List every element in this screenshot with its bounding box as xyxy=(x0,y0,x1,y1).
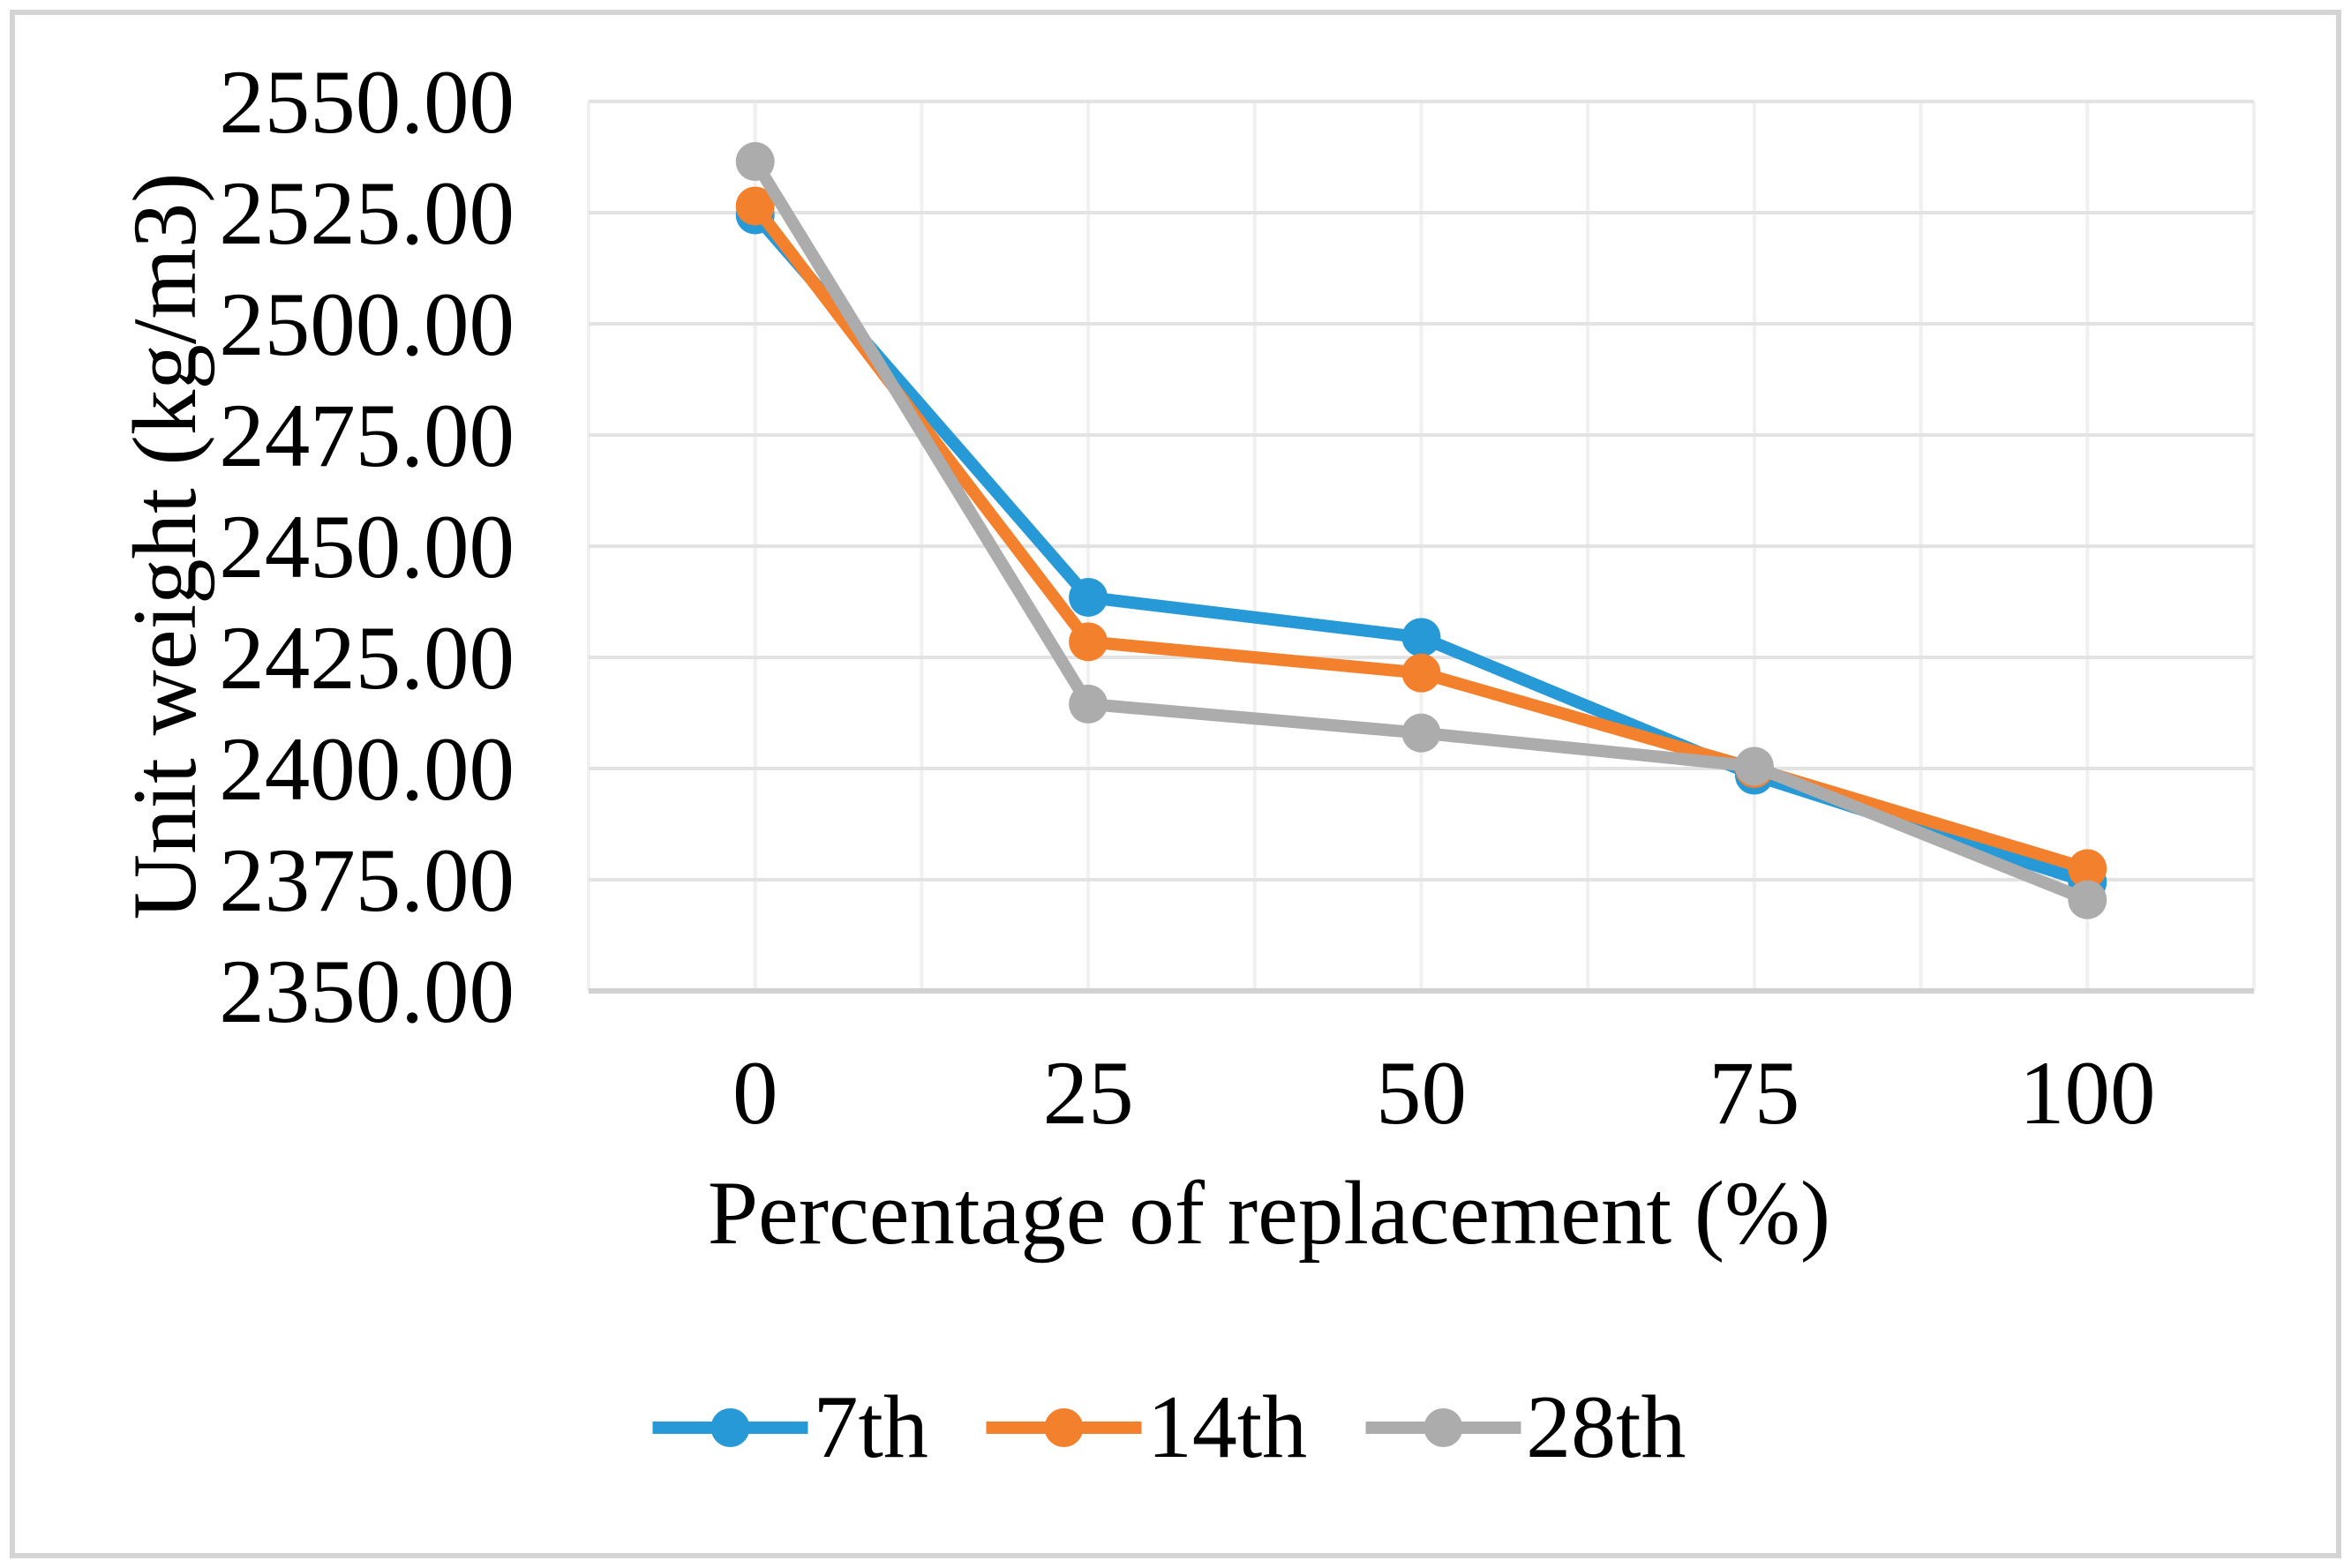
x-axis-title: Percentage of replacement (%) xyxy=(707,1163,1831,1264)
data-point-14th-x50 xyxy=(1401,653,1441,693)
legend-item: 7th xyxy=(652,1376,928,1480)
data-point-28th-x75 xyxy=(1734,746,1774,786)
data-point-14th-x100 xyxy=(2068,849,2107,889)
data-point-14th-x25 xyxy=(1069,622,1108,662)
y-tick-label: 2500.00 xyxy=(219,274,515,375)
y-tick-label: 2450.00 xyxy=(219,497,515,597)
x-tick-label: 0 xyxy=(732,1043,778,1144)
y-tick-label: 2525.00 xyxy=(219,163,515,264)
data-point-28th-x100 xyxy=(2068,880,2107,919)
legend-item: 28th xyxy=(1365,1376,1686,1480)
legend-label: 14th xyxy=(1146,1377,1308,1477)
y-tick-label: 2375.00 xyxy=(219,830,515,931)
x-tick-label: 100 xyxy=(2019,1043,2156,1144)
legend-label: 7th xyxy=(813,1377,928,1477)
legend: 7th 14th 28th xyxy=(652,1376,1686,1480)
data-point-28th-x50 xyxy=(1401,713,1441,753)
y-tick-label: 2550.00 xyxy=(219,52,515,153)
x-tick-label: 75 xyxy=(1709,1043,1799,1144)
data-point-28th-x25 xyxy=(1069,684,1108,724)
data-point-7th-x50 xyxy=(1401,618,1441,657)
x-tick-label: 25 xyxy=(1043,1043,1134,1144)
legend-marker-series-2 xyxy=(986,1408,1142,1447)
data-point-14th-x0 xyxy=(735,186,775,226)
data-point-7th-x25 xyxy=(1069,577,1108,617)
x-tick-label: 50 xyxy=(1376,1043,1467,1144)
y-tick-label: 2350.00 xyxy=(219,942,515,1042)
y-tick-label: 2400.00 xyxy=(219,719,515,820)
data-point-28th-x0 xyxy=(735,142,775,182)
legend-item: 14th xyxy=(986,1376,1308,1480)
y-axis-title: Unit weight (kg/m3) xyxy=(115,172,215,920)
legend-marker-series-3 xyxy=(1365,1408,1521,1447)
y-tick-label: 2475.00 xyxy=(219,386,515,486)
y-tick-label: 2425.00 xyxy=(219,608,515,709)
legend-label: 28th xyxy=(1526,1377,1686,1477)
legend-marker-series-1 xyxy=(652,1408,808,1447)
